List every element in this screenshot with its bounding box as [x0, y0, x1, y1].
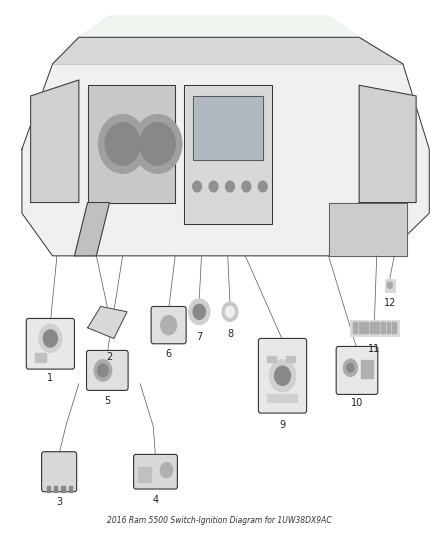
Bar [353, 322, 357, 333]
FancyBboxPatch shape [151, 306, 186, 344]
Circle shape [193, 304, 205, 319]
Polygon shape [88, 306, 127, 338]
Bar [35, 353, 46, 362]
Text: 8: 8 [227, 329, 233, 340]
Text: 7: 7 [196, 332, 202, 342]
Polygon shape [74, 203, 110, 256]
Circle shape [193, 181, 201, 192]
Bar [375, 322, 379, 333]
Bar [69, 486, 72, 492]
Bar [193, 96, 263, 160]
Circle shape [160, 463, 173, 478]
FancyBboxPatch shape [42, 452, 77, 491]
Circle shape [226, 181, 234, 192]
Text: 9: 9 [279, 420, 286, 430]
Bar [328, 203, 407, 256]
Bar [47, 486, 50, 492]
Bar [392, 322, 396, 333]
Bar [54, 486, 57, 492]
Circle shape [275, 366, 290, 385]
Circle shape [343, 359, 357, 376]
Bar [328, 203, 407, 256]
Circle shape [105, 123, 140, 165]
Bar [368, 360, 373, 378]
Polygon shape [88, 85, 175, 203]
Circle shape [387, 282, 392, 288]
Bar [138, 467, 151, 482]
FancyBboxPatch shape [26, 319, 74, 369]
Text: 12: 12 [384, 298, 396, 309]
Circle shape [94, 360, 112, 381]
Bar [359, 322, 363, 333]
Polygon shape [359, 85, 416, 203]
Circle shape [134, 115, 182, 173]
Circle shape [99, 115, 147, 173]
Polygon shape [184, 85, 272, 224]
Bar [385, 279, 395, 292]
Bar [267, 356, 276, 362]
Bar [61, 486, 64, 492]
Bar [350, 320, 399, 336]
Circle shape [39, 325, 62, 352]
Text: 2: 2 [106, 352, 113, 362]
Bar [286, 356, 295, 362]
Bar [381, 322, 385, 333]
Bar [386, 322, 390, 333]
Circle shape [43, 330, 57, 347]
Circle shape [269, 360, 296, 392]
FancyBboxPatch shape [258, 338, 307, 413]
Text: 6: 6 [166, 349, 172, 359]
Circle shape [98, 364, 108, 377]
Text: 4: 4 [152, 495, 159, 505]
Bar [193, 96, 263, 160]
Polygon shape [22, 64, 429, 256]
FancyBboxPatch shape [86, 351, 128, 390]
Circle shape [161, 316, 177, 335]
Circle shape [226, 306, 234, 317]
Text: 5: 5 [104, 396, 110, 406]
FancyBboxPatch shape [336, 346, 378, 394]
Polygon shape [31, 80, 79, 203]
Polygon shape [53, 16, 403, 64]
Circle shape [242, 181, 251, 192]
Bar [370, 322, 374, 333]
Circle shape [140, 123, 175, 165]
Circle shape [209, 181, 218, 192]
Polygon shape [53, 37, 403, 64]
Circle shape [189, 299, 210, 325]
Circle shape [347, 364, 354, 372]
Text: 1: 1 [47, 373, 53, 383]
Text: 10: 10 [351, 398, 363, 408]
Bar [267, 394, 297, 402]
Text: 2016 Ram 5500 Switch-Ignition Diagram for 1UW38DX9AC: 2016 Ram 5500 Switch-Ignition Diagram fo… [106, 516, 332, 525]
Text: 11: 11 [368, 344, 381, 354]
Circle shape [258, 181, 267, 192]
Bar [364, 322, 368, 333]
FancyBboxPatch shape [134, 454, 177, 489]
Text: 3: 3 [56, 497, 62, 507]
Circle shape [222, 302, 238, 321]
Bar [361, 360, 367, 378]
